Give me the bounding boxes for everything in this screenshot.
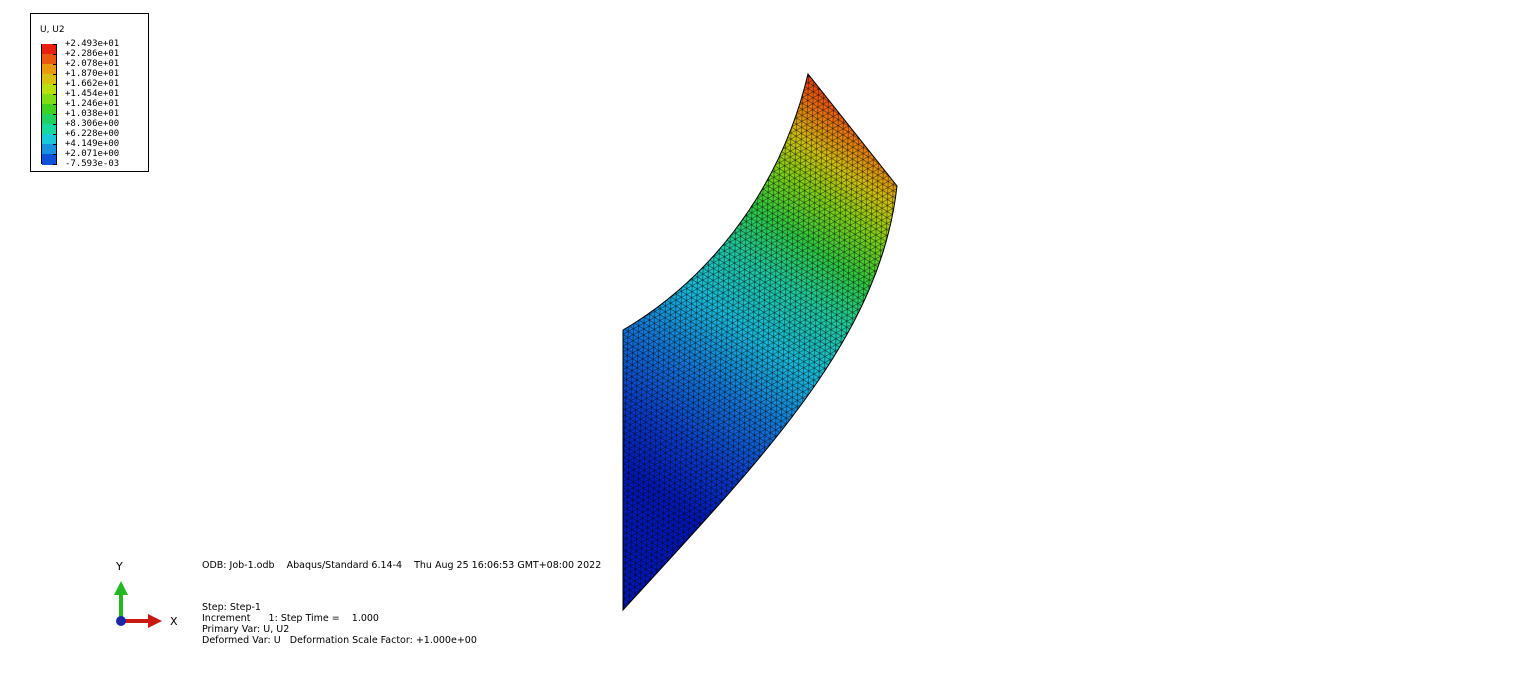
deformed-var-line: Deformed Var: U Deformation Scale Factor… [202, 635, 477, 646]
legend-color-band [42, 134, 56, 145]
legend-tick [53, 144, 57, 145]
legend-labels: +2.493e+01 +2.286e+01 +2.078e+01 +1.870e+01… [31, 14, 148, 171]
triad-x-label: X [170, 615, 178, 628]
legend-tick [53, 104, 57, 105]
triad-x-arrowhead [148, 614, 162, 628]
legend-level-label: +2.078e+01 [65, 59, 120, 69]
legend-tick [53, 84, 57, 85]
legend-color-band [42, 84, 56, 95]
legend-color-band [42, 54, 56, 65]
step-info-line: Step: Step-1 [202, 602, 261, 613]
legend-color-band [42, 74, 56, 85]
legend-level-label: +1.662e+01 [65, 79, 120, 89]
odb-info-line: ODB: Job-1.odb Abaqus/Standard 6.14-4 Th… [202, 560, 602, 571]
legend-tick [53, 94, 57, 95]
legend-level-label: +4.149e+00 [65, 139, 120, 149]
legend-level-label: -7.593e-03 [65, 159, 120, 169]
legend-tick [53, 44, 57, 45]
triad-origin [116, 616, 126, 626]
legend-level-label: +1.454e+01 [65, 89, 120, 99]
coordinate-triad: Y X [114, 560, 178, 628]
legend-level-label: +2.071e+00 [65, 149, 120, 159]
legend-color-band [42, 94, 56, 105]
legend-tick [53, 164, 57, 165]
contour-legend: U, U2 +2.493e+01 +2.286e+01 +2.078e+01 +1.8… [30, 13, 149, 172]
legend-color-band [42, 44, 56, 55]
legend-tick [53, 124, 57, 125]
triad-y-arrowhead [114, 581, 128, 595]
legend-level-label: +1.246e+01 [65, 99, 120, 109]
legend-level-label: +6.228e+00 [65, 129, 120, 139]
legend-level-label: +1.870e+01 [65, 69, 120, 79]
primary-var-line: Primary Var: U, U2 [202, 624, 290, 635]
increment-info-line: Increment 1: Step Time = 1.000 [202, 613, 379, 624]
legend-level-label: +2.286e+01 [65, 49, 120, 59]
legend-tick [53, 134, 57, 135]
legend-tick [53, 64, 57, 65]
legend-color-band [42, 124, 56, 135]
triad-y-label: Y [115, 560, 123, 573]
legend-tick [53, 114, 57, 115]
deformed-shell-mesh[interactable] [600, 60, 920, 630]
legend-level-label: +2.493e+01 [65, 39, 120, 49]
legend-title: U, U2 [40, 25, 65, 35]
legend-level-label: +1.038e+01 [65, 109, 120, 119]
legend-tick [53, 154, 57, 155]
legend-color-band [42, 64, 56, 75]
legend-color-band [42, 114, 56, 125]
legend-tick [53, 54, 57, 55]
legend-tick [53, 74, 57, 75]
legend-color-band [42, 144, 56, 155]
legend-level-label: +8.306e+00 [65, 119, 120, 129]
legend-color-band [42, 104, 56, 115]
legend-color-band [42, 154, 56, 165]
